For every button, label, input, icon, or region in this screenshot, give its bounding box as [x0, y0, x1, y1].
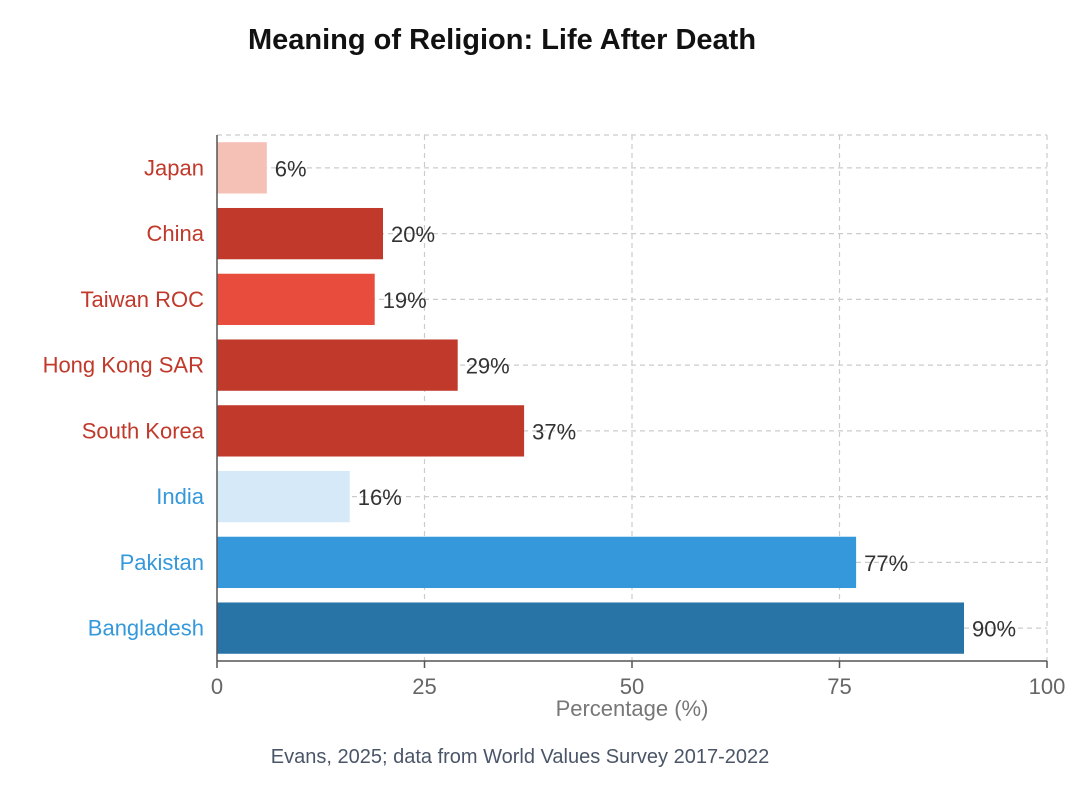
category-label: Bangladesh	[88, 616, 204, 641]
value-label: 16%	[358, 485, 402, 510]
source-caption: Evans, 2025; data from World Values Surv…	[270, 746, 770, 768]
chart-title: Meaning of Religion: Life After Death	[248, 24, 757, 56]
x-tick-label: 75	[827, 674, 851, 699]
category-label: Japan	[144, 155, 204, 180]
category-label: Taiwan ROC	[81, 287, 205, 312]
value-label: 77%	[864, 551, 908, 576]
value-label: 6%	[275, 156, 307, 181]
value-label: 29%	[466, 354, 510, 379]
bar-india	[217, 470, 350, 523]
bar-china	[217, 207, 383, 260]
category-label: India	[156, 484, 204, 509]
value-label: 20%	[391, 222, 435, 247]
category-label: China	[147, 221, 205, 246]
bar-taiwan-roc	[217, 273, 375, 326]
category-label: South Korea	[82, 418, 205, 443]
bar-bangladesh	[217, 602, 964, 654]
x-tick-label: 25	[412, 674, 436, 699]
bar-hong-kong-sar	[217, 339, 458, 391]
value-label: 37%	[532, 419, 576, 444]
bar-chart: Japan 6% China 20% Taiwan ROC 19% Hong Kong SA…	[43, 134, 1066, 721]
value-label: 90%	[972, 617, 1016, 642]
x-axis-title: Percentage (%)	[556, 696, 709, 721]
category-label: Pakistan	[120, 550, 204, 575]
bar-japan	[217, 142, 267, 194]
value-label: 19%	[383, 288, 427, 313]
bar-south-korea	[217, 405, 525, 457]
x-tick-label: 100	[1029, 674, 1066, 699]
axes	[216, 135, 1048, 668]
x-tick-label: 0	[211, 674, 223, 699]
x-tick-label: 50	[620, 674, 644, 699]
bars	[217, 142, 964, 654]
category-label: Hong Kong SAR	[43, 353, 204, 378]
bar-pakistan	[217, 536, 857, 589]
labels: Japan 6% China 20% Taiwan ROC 19% Hong Kong SA…	[43, 155, 1066, 721]
